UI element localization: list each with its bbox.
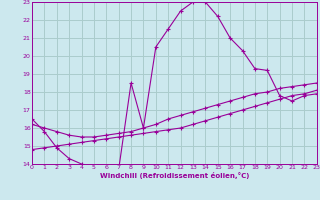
- X-axis label: Windchill (Refroidissement éolien,°C): Windchill (Refroidissement éolien,°C): [100, 172, 249, 179]
